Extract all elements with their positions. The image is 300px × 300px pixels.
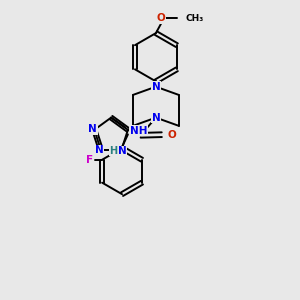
Text: N: N (152, 112, 160, 123)
Text: O: O (157, 14, 166, 23)
Text: N: N (95, 145, 104, 155)
Text: CH₃: CH₃ (185, 14, 204, 23)
Text: N: N (118, 146, 127, 156)
Text: N: N (88, 124, 97, 134)
Text: F: F (86, 155, 93, 165)
Text: NH: NH (130, 126, 148, 136)
Text: O: O (167, 130, 176, 140)
Text: N: N (152, 82, 160, 92)
Text: H: H (109, 146, 117, 156)
